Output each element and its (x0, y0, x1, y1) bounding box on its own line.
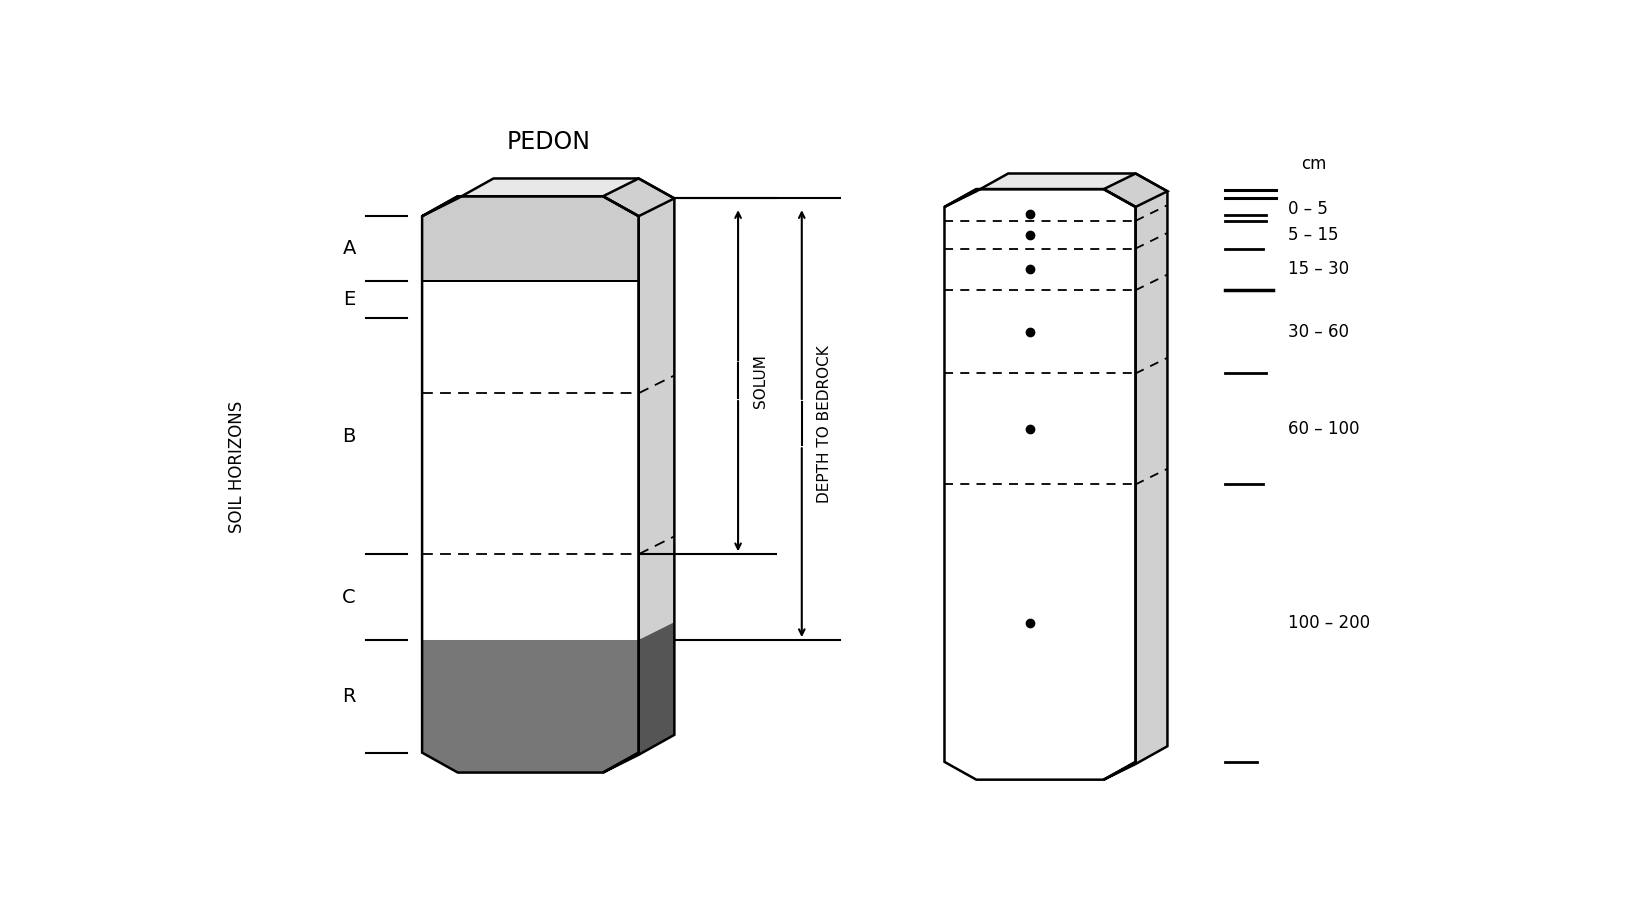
Polygon shape (1103, 174, 1167, 780)
Text: A: A (342, 239, 355, 258)
Text: C: C (342, 588, 355, 606)
Text: 15 – 30: 15 – 30 (1289, 261, 1350, 278)
Text: 30 – 60: 30 – 60 (1289, 322, 1350, 341)
Polygon shape (944, 174, 1167, 207)
Text: DEPTH TO BEDROCK: DEPTH TO BEDROCK (817, 345, 832, 503)
Text: cm: cm (1302, 155, 1327, 174)
Polygon shape (944, 189, 1136, 780)
Text: 0 – 5: 0 – 5 (1289, 201, 1328, 218)
Text: SOLUM: SOLUM (753, 354, 768, 407)
Text: 100 – 200: 100 – 200 (1289, 614, 1371, 632)
Text: PEDON: PEDON (506, 129, 590, 153)
Text: R: R (342, 687, 355, 706)
Polygon shape (423, 196, 638, 772)
Polygon shape (603, 178, 674, 772)
Text: E: E (344, 290, 355, 309)
Polygon shape (423, 196, 638, 281)
Text: 5 – 15: 5 – 15 (1289, 225, 1338, 244)
Text: 60 – 100: 60 – 100 (1289, 419, 1360, 438)
Polygon shape (423, 178, 674, 216)
Text: SOIL HORIZONS: SOIL HORIZONS (229, 400, 247, 533)
Polygon shape (603, 622, 674, 772)
Text: B: B (342, 427, 355, 445)
Polygon shape (423, 640, 638, 772)
